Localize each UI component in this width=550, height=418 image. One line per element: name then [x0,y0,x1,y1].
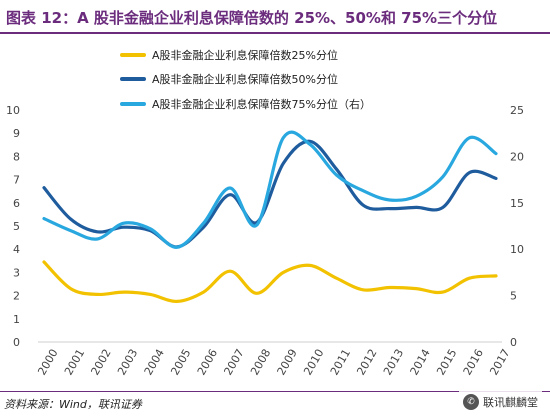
watermark-text: 联讯麒麟堂 [483,396,538,409]
legend-swatch-p75 [120,102,146,106]
y-left-tick-label: 7 [13,174,20,187]
legend-item-p50: A股非金融企业利息保障倍数50%分位 [120,71,338,87]
y-right-tick-label: 15 [510,197,524,210]
x-tick-label: 2012 [354,347,379,378]
series-line-p25 [42,260,498,304]
x-tick-label: 2007 [221,347,246,378]
legend-item-p25: A股非金融企业利息保障倍数25%分位 [120,47,338,63]
x-tick-label: 2001 [62,347,87,378]
y-left-tick-label: 5 [13,220,20,233]
x-tick-label: 2008 [248,347,273,378]
legend-item-p75: A股非金融企业利息保障倍数75%分位（右） [120,96,371,112]
legend-swatch-p25 [120,53,146,57]
y-left-tick-label: 1 [13,313,20,326]
x-tick-label: 2015 [434,347,459,378]
x-tick-label: 2000 [35,347,60,378]
y-left-tick-label: 4 [13,243,20,256]
x-tick-label: 2002 [89,347,114,378]
series-line-p50 [42,139,498,249]
wechat-icon: ✆ [463,394,479,410]
y-right-tick-label: 20 [510,150,524,163]
footer-divider [0,391,550,392]
y-right-tick-label: 25 [510,104,524,117]
legend-swatch-p50 [120,77,146,81]
x-tick-label: 2010 [301,347,326,378]
x-tick-label: 2009 [275,347,300,378]
x-tick-label: 2014 [408,347,433,378]
y-left-tick-label: 9 [13,127,20,140]
y-left-tick-label: 10 [6,104,20,117]
x-tick-label: 2003 [115,347,140,378]
source-note: 资料来源：Wind，联讯证券 [4,398,142,411]
y-left-tick-label: 2 [13,290,20,303]
chart-title: 图表 12：A 股非金融企业利息保障倍数的 25%、50%和 75%三个分位 [6,9,498,27]
y-left-tick-label: 0 [13,336,20,349]
legend-label-p50: A股非金融企业利息保障倍数50%分位 [152,73,338,86]
x-tick-label: 2013 [381,347,406,378]
y-right-tick-label: 0 [510,336,517,349]
y-right-tick-label: 10 [510,243,524,256]
legend-label-p75: A股非金融企业利息保障倍数75%分位（右） [152,98,371,111]
y-left-tick-label: 3 [13,266,20,279]
x-tick-label: 2005 [168,347,193,378]
series-line-p75 [42,130,498,249]
x-tick-label: 2006 [195,347,220,378]
y-right-tick-label: 5 [510,290,517,303]
x-tick-label: 2011 [328,347,353,378]
x-tick-label: 2004 [142,347,167,378]
y-left-tick-label: 8 [13,150,20,163]
title-divider [0,32,550,34]
watermark: ✆ 联讯麒麟堂 [459,391,542,413]
x-tick-label: 2016 [461,347,486,378]
x-tick-label: 2017 [487,347,512,378]
legend-label-p25: A股非金融企业利息保障倍数25%分位 [152,49,338,62]
y-left-tick-label: 6 [13,197,20,210]
